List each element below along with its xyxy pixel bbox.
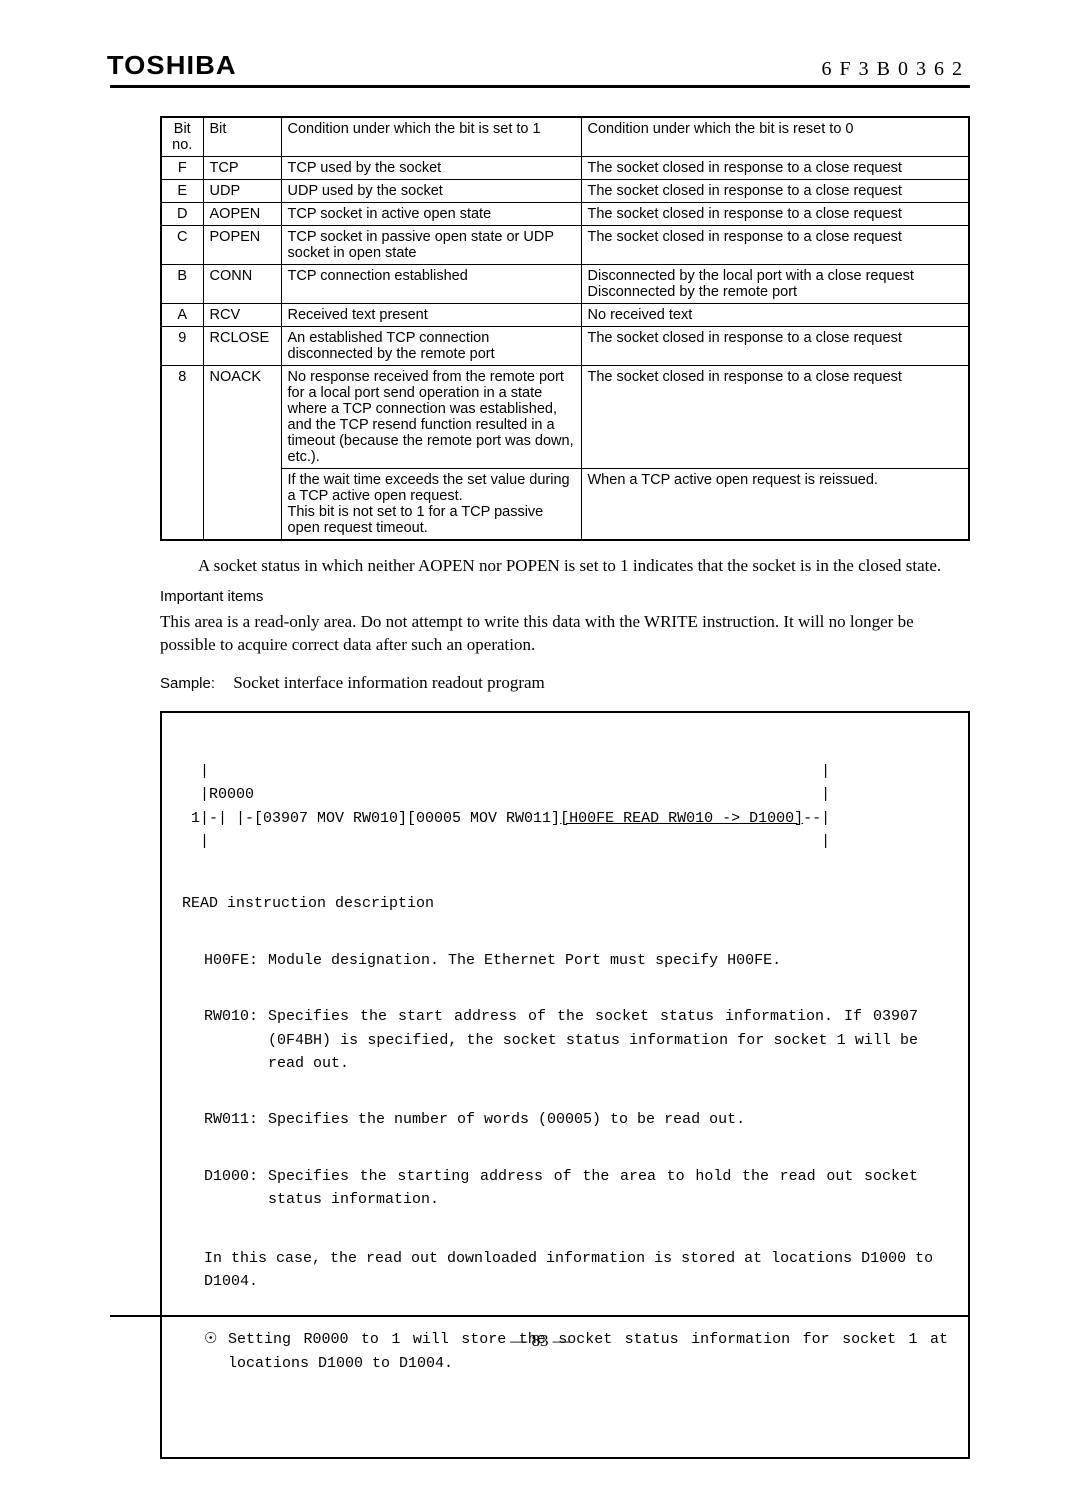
cell-bitno: D <box>161 203 203 226</box>
cell-set: TCP socket in passive open state or UDP … <box>281 226 581 265</box>
table-row: C POPEN TCP socket in passive open state… <box>161 226 969 265</box>
important-label: Important items <box>160 588 970 605</box>
desc-text: Specifies the number of words (00005) to… <box>268 1108 918 1131</box>
cell-reset: The socket closed in response to a close… <box>581 157 969 180</box>
ladder-l4: | | <box>182 833 830 850</box>
desc-text: Specifies the start address of the socke… <box>268 1005 918 1075</box>
read-title: READ instruction description <box>182 892 948 915</box>
desc-row: H00FE:Module designation. The Ethernet P… <box>204 949 948 972</box>
cell-reset: The socket closed in response to a close… <box>581 366 969 469</box>
ladder-l2: |R0000 | <box>182 786 830 803</box>
table-row: D AOPEN TCP socket in active open state … <box>161 203 969 226</box>
ladder-l3a: 1|-| |-[03907 MOV RW010][00005 MOV RW011… <box>182 810 560 827</box>
th-bit: Bit <box>203 117 281 157</box>
cell-set: An established TCP connection disconnect… <box>281 327 581 366</box>
cell-bit: RCV <box>203 304 281 327</box>
cell-reset: The socket closed in response to a close… <box>581 226 969 265</box>
cell-reset: Disconnected by the local port with a cl… <box>581 265 969 304</box>
cell-bitno: 8 <box>161 366 203 541</box>
cell-bitno: 9 <box>161 327 203 366</box>
desc-intro: In this case, the read out downloaded in… <box>204 1247 948 1294</box>
readonly-text: This area is a read-only area. Do not at… <box>160 611 970 657</box>
table-row: A RCV Received text present No received … <box>161 304 969 327</box>
doc-code: 6F3B0362 <box>822 58 970 81</box>
cell-set: TCP used by the socket <box>281 157 581 180</box>
th-set: Condition under which the bit is set to … <box>281 117 581 157</box>
desc-label: RW011: <box>204 1108 268 1131</box>
cell-set: UDP used by the socket <box>281 180 581 203</box>
cell-bitno: B <box>161 265 203 304</box>
cell-set: TCP socket in active open state <box>281 203 581 226</box>
closed-state-note: A socket status in which neither AOPEN n… <box>198 555 970 578</box>
cell-set: If the wait time exceeds the set value d… <box>281 469 581 541</box>
desc-label: H00FE: <box>204 949 268 972</box>
th-bit-no: Bit no. <box>161 117 203 157</box>
cell-bit: NOACK <box>203 366 281 541</box>
table-row: 9 RCLOSE An established TCP connection d… <box>161 327 969 366</box>
ladder-l3b: [H00FE READ RW010 -> D1000] <box>560 810 803 827</box>
desc-row: RW011:Specifies the number of words (000… <box>204 1108 948 1131</box>
cell-bit: TCP <box>203 157 281 180</box>
cell-bit: RCLOSE <box>203 327 281 366</box>
brand-logo: TOSHIBA <box>107 50 237 81</box>
desc-row: D1000:Specifies the starting address of … <box>204 1165 948 1212</box>
table-row: E UDP UDP used by the socket The socket … <box>161 180 969 203</box>
cell-bitno: A <box>161 304 203 327</box>
cell-reset: The socket closed in response to a close… <box>581 180 969 203</box>
th-reset: Condition under which the bit is reset t… <box>581 117 969 157</box>
page-header: TOSHIBA 6F3B0362 <box>110 50 970 88</box>
desc-label: D1000: <box>204 1165 268 1212</box>
ladder-l3c: --| <box>803 810 830 827</box>
cell-bit: UDP <box>203 180 281 203</box>
desc-label: RW010: <box>204 1005 268 1075</box>
sample-label: Sample: <box>160 675 215 692</box>
cell-reset: No received text <box>581 304 969 327</box>
sample-line: Sample: Socket interface information rea… <box>160 673 970 693</box>
cell-bit: POPEN <box>203 226 281 265</box>
cell-bit: AOPEN <box>203 203 281 226</box>
ladder-l1: | | <box>182 763 830 780</box>
cell-bitno: F <box>161 157 203 180</box>
desc-text: Module designation. The Ethernet Port mu… <box>268 949 918 972</box>
cell-set: No response received from the remote por… <box>281 366 581 469</box>
cell-reset: The socket closed in response to a close… <box>581 327 969 366</box>
page-number: — 83 — <box>0 1331 1080 1351</box>
table-row: F TCP TCP used by the socket The socket … <box>161 157 969 180</box>
sample-title: Socket interface information readout pro… <box>233 673 545 692</box>
cell-reset: The socket closed in response to a close… <box>581 203 969 226</box>
cell-set: TCP connection established <box>281 265 581 304</box>
cell-set: Received text present <box>281 304 581 327</box>
bit-table: Bit no. Bit Condition under which the bi… <box>160 116 970 541</box>
table-row: B CONN TCP connection established Discon… <box>161 265 969 304</box>
cell-bit: CONN <box>203 265 281 304</box>
footer-rule <box>110 1315 970 1317</box>
desc-row: RW010:Specifies the start address of the… <box>204 1005 948 1075</box>
desc-text: Specifies the starting address of the ar… <box>268 1165 918 1212</box>
cell-reset: When a TCP active open request is reissu… <box>581 469 969 541</box>
table-subrow: If the wait time exceeds the set value d… <box>161 469 969 541</box>
ladder-diagram: | | |R0000 | 1|-| |-[03907 MOV RW010][00… <box>182 760 948 853</box>
table-row: 8 NOACK No response received from the re… <box>161 366 969 469</box>
cell-bitno: C <box>161 226 203 265</box>
cell-bitno: E <box>161 180 203 203</box>
